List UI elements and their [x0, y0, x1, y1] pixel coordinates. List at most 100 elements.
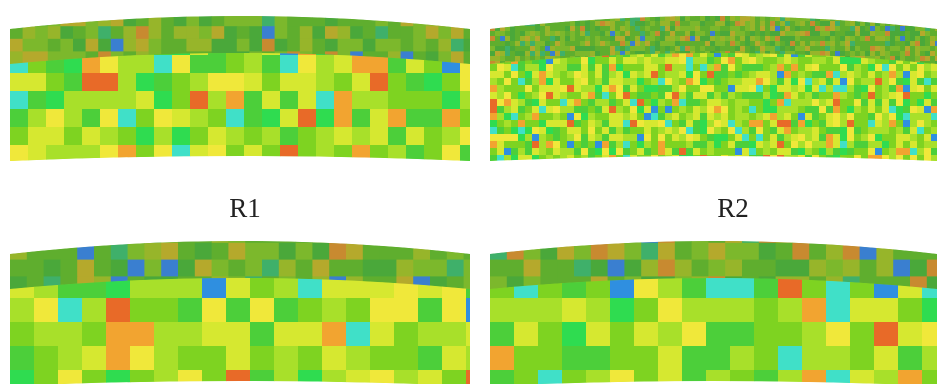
cell — [845, 16, 851, 22]
cell — [700, 99, 708, 107]
cell — [730, 6, 736, 12]
cell — [861, 106, 869, 114]
cell — [833, 106, 841, 114]
cell — [875, 36, 881, 42]
cell — [199, 16, 213, 27]
cell — [686, 85, 694, 93]
cell — [820, 16, 826, 17]
cell — [920, 1, 926, 7]
cell — [765, 31, 771, 37]
cell — [775, 16, 781, 22]
cell — [756, 106, 764, 114]
cell — [714, 120, 722, 128]
cell — [679, 106, 687, 114]
cell — [845, 46, 851, 52]
cell — [610, 51, 616, 57]
cell — [650, 36, 656, 42]
cell — [770, 161, 776, 167]
cell — [490, 106, 498, 114]
cell — [520, 51, 526, 57]
cell — [675, 16, 681, 22]
cell — [700, 120, 708, 128]
cell — [679, 8, 687, 16]
cell — [685, 161, 691, 167]
cell — [497, 134, 505, 142]
cell — [244, 73, 263, 92]
cell — [460, 73, 470, 92]
cell — [442, 145, 461, 161]
cell — [585, 161, 591, 167]
cell — [334, 1, 353, 20]
cell — [540, 26, 546, 32]
cell — [655, 26, 661, 32]
cell — [334, 109, 353, 128]
cell — [745, 161, 751, 167]
cell — [765, 156, 771, 162]
cell — [925, 46, 931, 52]
cell — [665, 26, 671, 32]
cell — [161, 38, 175, 52]
cell — [48, 1, 61, 14]
cell — [316, 55, 335, 74]
cell — [860, 16, 866, 22]
cell — [540, 16, 546, 22]
cell — [581, 71, 589, 79]
cell — [630, 21, 636, 27]
cell — [645, 31, 651, 37]
cell — [693, 92, 701, 100]
cell — [795, 16, 801, 22]
cell — [790, 161, 796, 167]
cell — [833, 78, 841, 86]
cell — [840, 71, 848, 79]
cell — [575, 1, 581, 7]
cell — [262, 16, 276, 27]
cell — [442, 1, 461, 20]
cell — [650, 26, 656, 32]
cell — [685, 21, 691, 27]
cell — [287, 165, 300, 178]
cell — [865, 21, 871, 27]
cell — [362, 38, 376, 52]
cell — [550, 26, 556, 32]
cell — [660, 26, 666, 32]
cell — [815, 46, 821, 52]
cell — [35, 1, 48, 14]
cell — [580, 31, 586, 37]
cell — [208, 73, 227, 92]
cell — [149, 1, 162, 14]
cell — [82, 109, 101, 128]
cell — [60, 165, 73, 178]
cell — [875, 15, 883, 23]
cell — [545, 46, 551, 52]
cell — [495, 21, 501, 27]
cell — [47, 26, 61, 40]
cell — [262, 91, 281, 110]
cell — [224, 1, 237, 14]
cell — [625, 41, 631, 47]
cell — [690, 26, 696, 32]
cell — [560, 57, 568, 65]
cell — [518, 1, 526, 9]
cell — [424, 127, 443, 146]
cell — [518, 64, 526, 72]
cell — [565, 6, 571, 12]
cell — [511, 64, 519, 72]
cell — [770, 51, 776, 57]
cell — [640, 161, 646, 167]
cell — [755, 46, 761, 52]
cell — [791, 1, 799, 9]
cell — [511, 85, 519, 93]
cell — [840, 1, 846, 7]
cell — [637, 106, 645, 114]
cell — [616, 120, 624, 128]
cell — [931, 99, 937, 107]
cell — [660, 46, 666, 52]
cell — [518, 92, 526, 100]
cell — [763, 127, 771, 135]
cell — [791, 85, 799, 93]
cell — [810, 16, 816, 22]
cell — [10, 145, 29, 161]
cell — [518, 113, 526, 121]
cell — [925, 61, 931, 65]
cell — [740, 36, 746, 42]
